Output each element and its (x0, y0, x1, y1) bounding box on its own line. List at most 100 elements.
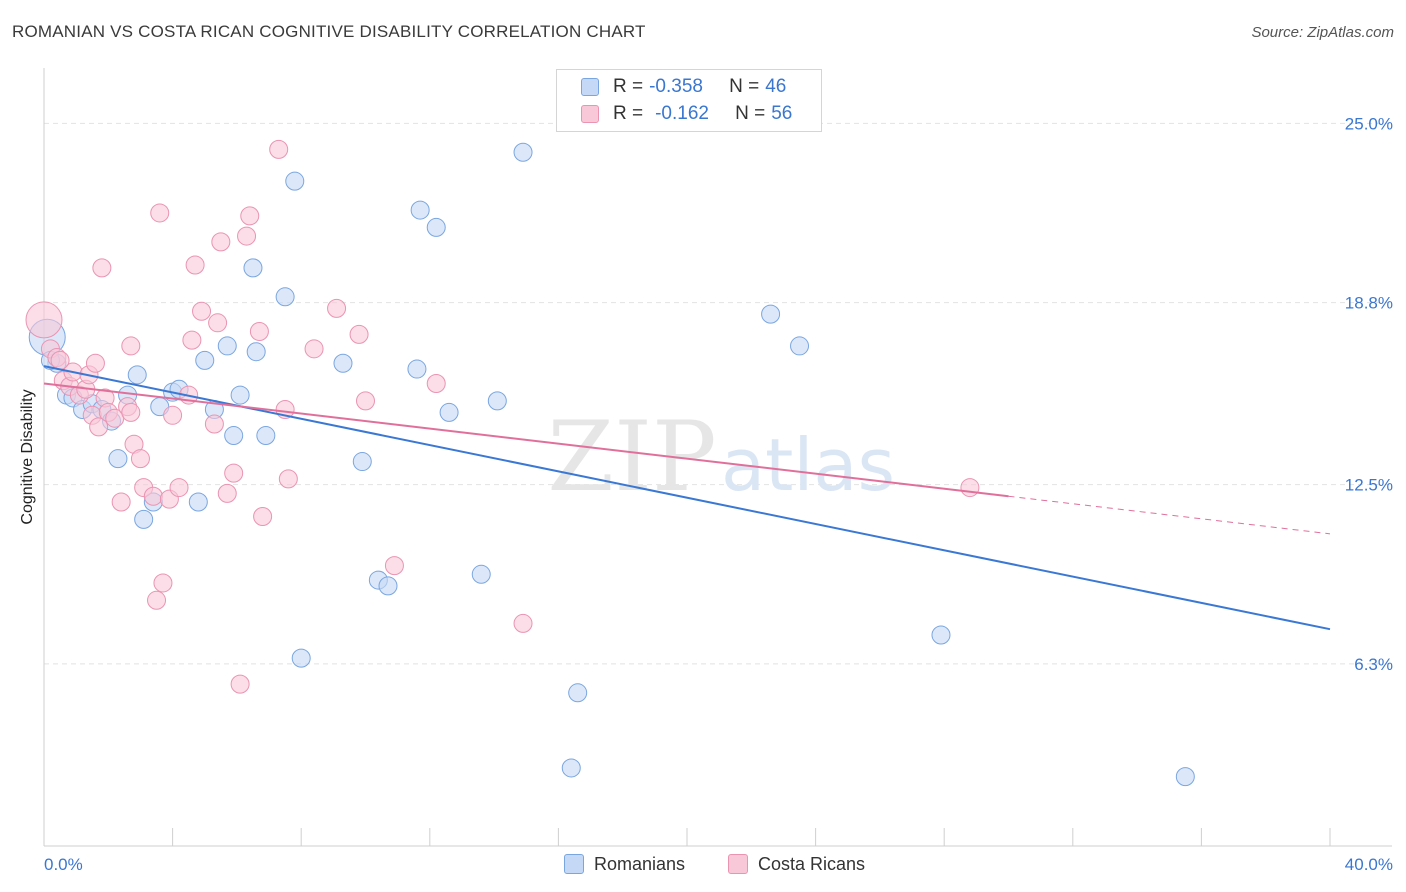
costarican-point (204, 414, 224, 434)
romanian-point (195, 350, 215, 370)
romanian-point (243, 258, 263, 278)
costarican-point (349, 324, 369, 344)
watermark-zip: ZIP (547, 401, 716, 513)
costarican-point (960, 478, 980, 498)
x-tick-label-min: 0.0% (44, 855, 83, 874)
costarican-point (130, 449, 150, 469)
romanian-point (1175, 767, 1195, 787)
costarican-swatch (581, 105, 599, 123)
legend-r-value: -0.358 (649, 76, 703, 97)
romanian-point (407, 359, 427, 379)
romanian-point (931, 625, 951, 645)
costarican-point (426, 374, 446, 394)
legend-n-label: N = (729, 76, 760, 97)
bottom-legend-costaricans: Costa Ricans (728, 852, 865, 876)
romanian-point (127, 365, 147, 385)
romanian-swatch (581, 78, 599, 96)
romanian-point (108, 449, 128, 469)
romanian-point (275, 287, 295, 307)
costarican-point (249, 321, 269, 341)
costarican-point (253, 506, 273, 526)
romanian-point (230, 385, 250, 405)
costarican-point (121, 402, 141, 422)
romanian-point (487, 391, 507, 411)
costarican-point (278, 469, 298, 489)
costarican-trend-extension (1008, 495, 1331, 535)
costarican-point (121, 336, 141, 356)
costarican-point (111, 492, 131, 512)
costarican-point (143, 486, 163, 506)
legend-n-value: 56 (771, 103, 793, 124)
legend-row-romanians: R = -0.358 N = 46 (581, 75, 786, 99)
costarican-point (240, 206, 260, 226)
romanian-point (410, 200, 430, 220)
costarican-point (192, 301, 212, 321)
y-tick-label: 25.0% (1345, 114, 1393, 133)
y-tick-label: 12.5% (1345, 476, 1393, 495)
romanian-point (285, 171, 305, 191)
trend-lines (43, 365, 1331, 631)
y-tick-label: 18.8% (1345, 294, 1393, 313)
costarican-point (163, 405, 183, 425)
legend-row-costaricans: R = -0.162 N = 56 (581, 102, 792, 126)
romanian-trend-line (43, 365, 1331, 631)
costarican-point (217, 483, 237, 503)
costarican-point (89, 417, 109, 437)
costarican-point (25, 301, 63, 339)
costarican-point (269, 139, 289, 159)
legend-r-label: R = (613, 103, 644, 124)
x-tick-label-max: 40.0% (1345, 855, 1393, 874)
costarican-point (230, 674, 250, 694)
costarican-point (356, 391, 375, 411)
costarican-points (25, 139, 980, 694)
costarican-point (85, 353, 105, 373)
legend-box: R = -0.358 N = 46 R = -0.162 N = 56 (556, 69, 822, 132)
source-label: Source: ZipAtlas.com (1251, 24, 1394, 41)
romanian-point (291, 648, 311, 668)
romanian-point (426, 217, 446, 237)
legend-n-value: 46 (765, 76, 787, 97)
costarican-point (304, 339, 324, 359)
costarican-point (182, 330, 202, 350)
bottom-legend-romanians: Romanians (564, 852, 685, 876)
costarican-trend-line (43, 382, 1009, 498)
bottom-legend-label: Romanians (594, 853, 686, 874)
costarican-point (211, 232, 231, 252)
watermark-atlas: atlas (721, 423, 895, 507)
legend-r-label: R = (613, 76, 644, 97)
romanian-point (568, 683, 588, 703)
chart-title: ROMANIAN VS COSTA RICAN COGNITIVE DISABI… (12, 22, 646, 41)
costarican-point (513, 613, 533, 633)
romanian-point (217, 336, 237, 356)
costarican-point (327, 298, 347, 318)
romanian-point (378, 576, 398, 596)
romanian-point (188, 492, 208, 512)
romanian-point (439, 402, 459, 422)
romanian-point (761, 304, 781, 324)
romanian-point (333, 353, 353, 373)
axes (43, 68, 1392, 847)
bottom-legend-label: Costa Ricans (758, 853, 866, 874)
romanian-point (513, 142, 533, 162)
costarican-point (150, 203, 170, 223)
costarican-point (384, 556, 404, 576)
tick-labels: 6.3% 12.5% 18.8% 25.0% 0.0% 40.0% (44, 114, 1393, 874)
romanian-point (224, 426, 244, 446)
costarican-point (147, 590, 167, 610)
romanian-point (561, 758, 581, 778)
costarican-point (185, 255, 205, 275)
costarican-point (224, 463, 244, 483)
costarican-point (169, 478, 189, 498)
romanian-point (352, 452, 372, 472)
costarican-point (50, 350, 70, 370)
costarican-point (92, 258, 112, 278)
costarican-point (208, 313, 228, 333)
romanian-point (256, 426, 276, 446)
romanian-swatch (564, 854, 584, 874)
legend-n-label: N = (735, 103, 766, 124)
costarican-point (237, 226, 257, 246)
romanian-point (246, 342, 266, 362)
legend-r-value: -0.162 (655, 103, 709, 124)
costarican-swatch (728, 854, 748, 874)
